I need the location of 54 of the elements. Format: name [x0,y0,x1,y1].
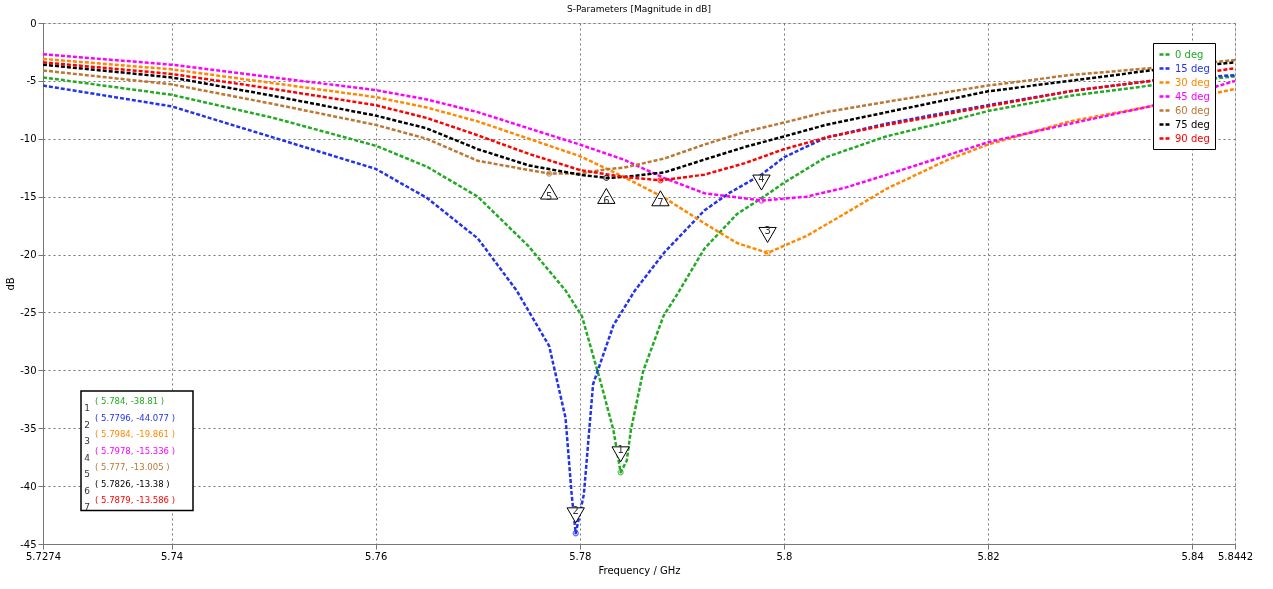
text: 3 [84,436,90,446]
annotation: 6 [603,194,610,206]
annotation: 5 [546,190,553,202]
annotation: ( 5.7978, -15.336 ) [95,445,175,456]
legend-label: 75 deg [1175,118,1210,130]
y-tick-label: -40 [20,480,37,492]
y-tick-label: -35 [20,422,37,434]
legend-label: 90 deg [1175,132,1210,144]
annotation: ( 5.7879, -13.586 ) [95,495,175,505]
y-tick-label: -20 [20,249,37,261]
legend-label: 0 deg [1175,48,1204,60]
legend-label: 45 deg [1175,90,1210,102]
point [657,177,664,184]
text: 4 [84,452,90,463]
point [758,197,765,204]
y-tick-label: 0 [30,17,37,29]
y-tick-label: -45 [20,538,37,550]
text: 1 [84,403,90,413]
x-tick-label: 5.78 [569,550,592,562]
point [603,174,610,182]
y-tick-label: -10 [20,133,37,145]
legend-label: 30 deg [1175,76,1210,88]
annotation: ( 5.784, -38.81 ) [95,396,165,406]
annotation: ( 5.7826, -13.38 ) [95,478,170,489]
y-tick-label: -15 [20,191,37,203]
annotation: 4 [758,172,765,184]
x-axis-title: Frequency / GHz [598,564,681,576]
y-tick-label: -25 [20,306,37,318]
point [572,530,579,537]
annotation: 3 [764,224,771,236]
text: 6 [84,485,90,496]
annotation: ( 5.7796, -44.077 ) [95,412,175,423]
chart-title: S-Parameters [Magnitude in dB] [567,4,711,14]
point [546,170,553,177]
x-tick-label: 5.8442 [1218,550,1253,562]
point [617,469,624,476]
text: 7 [84,502,90,512]
annotation: 1 [617,444,624,456]
y-tick-label: -30 [20,364,37,376]
legend-label: 60 deg [1175,104,1210,116]
text: 5 [84,469,90,479]
annotation: 2 [572,505,579,517]
x-tick-label: 5.8 [776,550,793,562]
x-tick-label: 5.76 [365,550,388,562]
legend-label: 15 deg [1175,62,1210,74]
y-tick-label: -5 [26,75,37,87]
x-tick-label: 5.84 [1181,550,1204,562]
x-tick-label: 5.74 [160,550,184,562]
text: 2 [84,419,90,430]
y-axis-title: dB [5,277,17,291]
annotation: ( 5.7984, -19.861 ) [95,429,175,439]
annotation: ( 5.777, -13.005 ) [95,462,170,472]
x-tick-label: 5.82 [977,550,1000,562]
x-tick-label: 5.7274 [26,550,61,562]
